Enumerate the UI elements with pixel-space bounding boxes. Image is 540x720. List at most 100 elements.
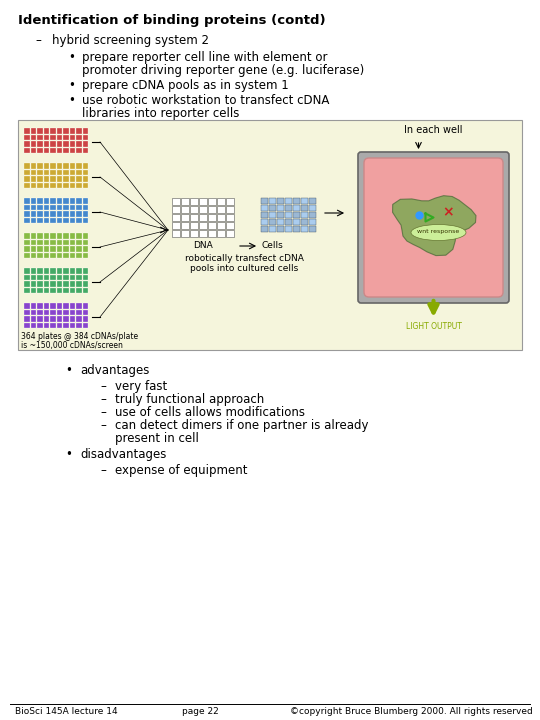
Bar — [70, 217, 75, 223]
Bar — [44, 211, 49, 217]
Bar — [44, 163, 49, 168]
Text: Identification of binding proteins (contd): Identification of binding proteins (cont… — [18, 14, 326, 27]
Bar — [24, 316, 30, 322]
Bar — [190, 198, 198, 205]
Bar — [24, 148, 30, 153]
Bar — [44, 323, 49, 328]
Bar — [63, 303, 69, 308]
FancyBboxPatch shape — [358, 152, 509, 303]
Bar — [181, 198, 189, 205]
Bar — [70, 176, 75, 181]
Bar — [30, 128, 36, 133]
Bar — [83, 169, 88, 175]
Bar — [309, 212, 316, 218]
Bar — [44, 148, 49, 153]
Bar — [44, 268, 49, 274]
Bar — [83, 281, 88, 287]
Text: promoter driving reporter gene (e.g. luciferase): promoter driving reporter gene (e.g. luc… — [82, 64, 364, 77]
Bar — [24, 211, 30, 217]
Bar — [37, 176, 43, 181]
Bar — [57, 217, 62, 223]
Bar — [30, 135, 36, 140]
Bar — [76, 128, 82, 133]
Bar — [24, 176, 30, 181]
Text: hybrid screening system 2: hybrid screening system 2 — [52, 34, 209, 47]
Bar — [181, 206, 189, 213]
Bar — [50, 128, 56, 133]
Bar — [70, 135, 75, 140]
Bar — [217, 230, 225, 237]
Bar — [70, 233, 75, 238]
Bar — [70, 163, 75, 168]
Bar — [83, 310, 88, 315]
Bar — [30, 148, 36, 153]
Bar — [277, 198, 284, 204]
Bar — [30, 176, 36, 181]
Bar — [30, 198, 36, 204]
Bar — [293, 205, 300, 211]
Bar — [76, 204, 82, 210]
Bar — [50, 204, 56, 210]
Bar — [83, 246, 88, 251]
Bar — [37, 253, 43, 258]
Bar — [44, 198, 49, 204]
Bar — [30, 274, 36, 280]
Bar — [63, 217, 69, 223]
Bar — [63, 204, 69, 210]
Bar — [37, 274, 43, 280]
Bar — [269, 212, 276, 218]
Bar — [63, 176, 69, 181]
Text: advantages: advantages — [80, 364, 150, 377]
Bar — [208, 206, 216, 213]
Bar — [76, 240, 82, 245]
Bar — [57, 163, 62, 168]
Bar — [70, 169, 75, 175]
Text: is ~150,000 cDNAs/screen: is ~150,000 cDNAs/screen — [21, 341, 123, 350]
Bar — [309, 219, 316, 225]
Text: prepare cDNA pools as in system 1: prepare cDNA pools as in system 1 — [82, 79, 289, 92]
Bar — [37, 246, 43, 251]
Bar — [208, 214, 216, 221]
Bar — [24, 240, 30, 245]
Bar — [24, 303, 30, 308]
Bar — [37, 128, 43, 133]
Bar — [208, 198, 216, 205]
Text: –: – — [100, 393, 106, 406]
Bar — [70, 148, 75, 153]
Bar — [63, 310, 69, 315]
Bar — [57, 211, 62, 217]
Bar — [57, 198, 62, 204]
Bar — [37, 204, 43, 210]
Bar — [30, 268, 36, 274]
Bar — [24, 281, 30, 287]
Bar — [261, 212, 268, 218]
Bar — [63, 169, 69, 175]
Bar — [63, 323, 69, 328]
Bar — [63, 141, 69, 146]
Bar — [190, 214, 198, 221]
Bar — [37, 233, 43, 238]
Bar — [30, 217, 36, 223]
Text: •: • — [65, 364, 72, 377]
Bar — [30, 169, 36, 175]
Text: •: • — [68, 94, 75, 107]
Bar — [30, 182, 36, 188]
Bar — [30, 303, 36, 308]
Bar — [50, 323, 56, 328]
Bar — [70, 287, 75, 293]
Bar — [24, 253, 30, 258]
Bar — [30, 233, 36, 238]
Text: •: • — [65, 448, 72, 461]
Bar — [44, 274, 49, 280]
Bar — [199, 222, 207, 229]
Bar — [70, 310, 75, 315]
Bar — [50, 217, 56, 223]
Bar — [44, 287, 49, 293]
Bar — [76, 253, 82, 258]
Bar — [37, 217, 43, 223]
Bar — [24, 163, 30, 168]
Text: ×: × — [443, 205, 454, 220]
Bar — [63, 135, 69, 140]
Bar — [30, 246, 36, 251]
Bar — [70, 211, 75, 217]
